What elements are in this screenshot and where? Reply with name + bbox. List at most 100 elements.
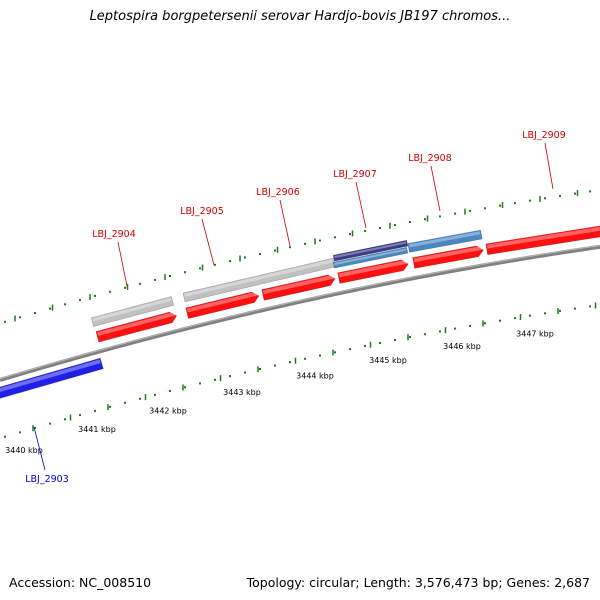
cds-arrow-5-gloss <box>413 245 483 263</box>
chromosome-backbone <box>0 244 600 382</box>
scale-dot <box>64 303 66 306</box>
scale-dot <box>454 327 456 330</box>
scale-dot <box>499 204 501 207</box>
leader-line <box>430 165 441 212</box>
scale-dot <box>274 364 276 367</box>
backbone-highlight <box>0 245 600 380</box>
scale-dot <box>349 233 351 236</box>
scale-dot <box>79 414 81 417</box>
scale-dot <box>289 246 291 249</box>
gene-box-lbj-2904 <box>90 296 175 327</box>
scale-dot <box>184 386 186 389</box>
leader-line <box>33 426 46 471</box>
tick-label: 3443 kbp <box>223 388 261 397</box>
scale-dot <box>109 290 111 293</box>
scale-dot <box>4 435 6 438</box>
scale-dot <box>19 316 21 319</box>
gene-features <box>0 225 600 401</box>
gene-label: LBJ_2907 <box>333 169 377 180</box>
scale-dot <box>469 324 471 327</box>
cds-arrow-3 <box>261 274 336 301</box>
scale-dot <box>559 309 561 312</box>
cds-arrow-4-shape <box>337 259 409 284</box>
gene-label: LBJ_2906 <box>256 187 300 198</box>
leader-line <box>117 241 128 287</box>
scale-dot <box>139 282 141 285</box>
scale-dot <box>394 224 396 226</box>
scale-dot <box>304 242 306 245</box>
scale-dot <box>409 221 411 223</box>
leader-line <box>279 199 291 247</box>
scale-dot <box>574 192 576 195</box>
scale-dot <box>349 348 351 351</box>
cds-arrow-5-shape <box>412 245 484 269</box>
gene-label: LBJ_2904 <box>92 229 136 240</box>
cds-arrow-2-shape <box>185 291 260 319</box>
cds-arrow-1-gloss <box>97 311 176 336</box>
scale-dot <box>139 397 141 400</box>
cds-arrow-6 <box>485 225 600 256</box>
scale-dot <box>214 263 216 266</box>
scale-dot <box>154 278 156 281</box>
gene-box-lbj-2908-shape <box>407 229 483 253</box>
accession-text: Accession: NC_008510 <box>9 575 152 590</box>
cds-arrow-1 <box>95 311 178 343</box>
scale-dot <box>319 354 321 357</box>
scale-dot <box>514 317 516 320</box>
cds-arrow-4 <box>337 259 409 284</box>
topology-text: Topology: circular; Length: 3,576,473 bp… <box>246 575 590 590</box>
cds-arrow-6-gloss <box>487 225 600 249</box>
scale-dot <box>79 299 81 302</box>
dotted-scale-lines <box>4 190 591 438</box>
tick-label: 3440 kbp <box>5 446 43 455</box>
gene-lbj-2903-bar-shape <box>0 357 104 401</box>
gene-labels: LBJ_2903 LBJ_2904 LBJ_2905 LBJ_2906 LBJ_2907… <box>25 130 566 485</box>
scale-dot <box>409 336 411 338</box>
tick-label: 3441 kbp <box>78 425 116 434</box>
scale-dot <box>124 401 126 404</box>
leader-line <box>544 142 554 190</box>
gene-box-lbj-2907-lower-gloss <box>334 248 407 266</box>
scale-dot <box>4 320 6 323</box>
gene-box-lbj-2904-gloss <box>92 297 172 322</box>
cds-arrow-4-gloss <box>338 259 408 278</box>
gene-box-lbj-2908 <box>407 229 483 253</box>
gene-label: LBJ_2908 <box>408 153 452 164</box>
scale-dot <box>514 202 516 205</box>
scale-dot <box>94 294 96 297</box>
gene-label: LBJ_2909 <box>522 130 566 141</box>
scale-dot <box>589 190 591 193</box>
scale-dot <box>169 390 171 392</box>
scale-dot <box>244 256 246 259</box>
scale-dot <box>334 236 336 239</box>
scale-dot <box>34 427 36 429</box>
cds-arrow-3-gloss <box>262 274 335 295</box>
scale-dot <box>94 409 96 412</box>
scale-dot <box>364 345 366 347</box>
scale-dot <box>379 342 381 344</box>
gene-box-lbj-2904-shape <box>90 296 175 327</box>
scale-dot <box>64 418 66 421</box>
cds-arrow-6-shape <box>485 225 600 256</box>
gene-label: LBJ_2903 <box>25 474 69 485</box>
gene-box-lbj-2907-upper <box>332 239 409 262</box>
scale-dot <box>214 378 216 381</box>
scale-dot <box>424 218 426 221</box>
gene-box-lbj-2907-lower-shape <box>332 246 409 269</box>
scale-dot <box>19 431 21 434</box>
scale-dot <box>49 307 51 310</box>
scale-dot <box>199 267 201 270</box>
tick-label: 3445 kbp <box>369 356 407 365</box>
scale-dot <box>499 319 501 322</box>
scale-dot <box>109 405 111 408</box>
gene-lbj-2903-bar-gloss <box>0 359 101 395</box>
scale-dot <box>439 330 441 333</box>
gene-lbj-2903-bar <box>0 357 104 401</box>
scale-dot <box>34 312 36 314</box>
scale-dot <box>484 322 486 325</box>
gene-box-lbj-2907-lower <box>332 246 409 269</box>
scale-dot <box>424 333 426 336</box>
gene-box-lbj-2908-gloss <box>408 231 481 248</box>
tick-label: 3446 kbp <box>443 342 481 351</box>
scale-dot <box>589 305 591 308</box>
